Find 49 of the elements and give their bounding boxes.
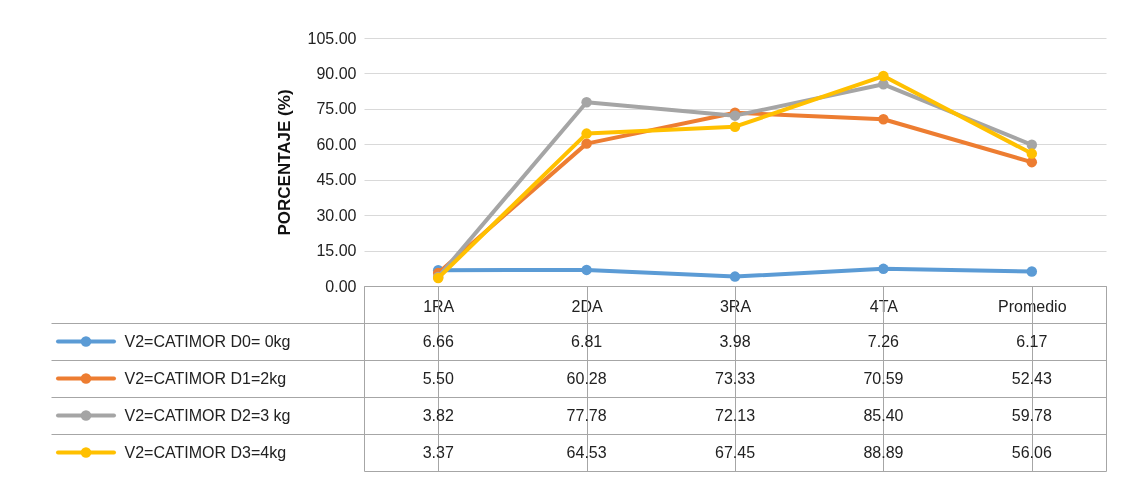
data-label: 72.13 <box>714 406 756 424</box>
data-label: 3.98 <box>719 332 751 350</box>
y-tick-label: 30.00 <box>316 206 357 224</box>
point <box>1026 148 1038 159</box>
data-label: 70.59 <box>863 369 904 387</box>
x-tick-label: 2DA <box>571 297 603 315</box>
data-label: 56.06 <box>1011 443 1052 461</box>
data-label: 5.50 <box>422 369 454 387</box>
point <box>878 70 889 82</box>
point <box>581 97 592 108</box>
data-label: 73.33 <box>714 369 756 387</box>
y-tick-label: 0.00 <box>325 277 357 295</box>
x-tick-label: 1RA <box>423 297 455 315</box>
point <box>878 263 889 275</box>
data-label: 3.37 <box>422 443 454 461</box>
data-label: 6.17 <box>1016 332 1048 350</box>
data-label: 67.45 <box>714 443 756 461</box>
y-tick-label: 60.00 <box>316 135 357 153</box>
point <box>581 138 592 149</box>
y-tick-label: 75.00 <box>316 100 357 118</box>
data-label: 85.40 <box>863 406 904 424</box>
data-label: 64.53 <box>566 443 607 461</box>
data-label: 6.66 <box>422 332 454 350</box>
data-label: 52.43 <box>1011 369 1052 387</box>
y-tick-label: 105.00 <box>307 29 357 47</box>
data-label: 88.89 <box>863 443 904 461</box>
point <box>729 121 741 132</box>
data-label: 77.78 <box>566 406 607 424</box>
legend-label: V2=CATIMOR D3=4kg <box>124 443 287 461</box>
data-label: 7.26 <box>867 332 900 350</box>
point <box>1026 266 1038 277</box>
x-tick-label: Promedio <box>998 297 1067 315</box>
point <box>581 128 592 139</box>
data-label: 60.28 <box>566 369 607 387</box>
point <box>878 114 889 125</box>
y-tick-label: 90.00 <box>316 64 357 82</box>
x-tick-label: 3RA <box>719 297 752 315</box>
y-tick-label: 45.00 <box>316 171 357 189</box>
legend-label: V2=CATIMOR D2=3 kg <box>124 406 291 424</box>
data-label: 3.82 <box>422 406 454 424</box>
point <box>729 271 741 282</box>
point <box>581 264 592 276</box>
data-label: 59.78 <box>1011 406 1052 424</box>
y-tick-label: 15.00 <box>316 242 357 260</box>
legend-label: V2=CATIMOR D1=2kg <box>124 369 287 387</box>
legend-label: V2=CATIMOR D0= 0kg <box>124 332 291 350</box>
data-label: 6.81 <box>571 332 603 350</box>
y-axis-title: PORCENTAJE (%) <box>274 89 294 236</box>
point <box>1026 139 1038 151</box>
